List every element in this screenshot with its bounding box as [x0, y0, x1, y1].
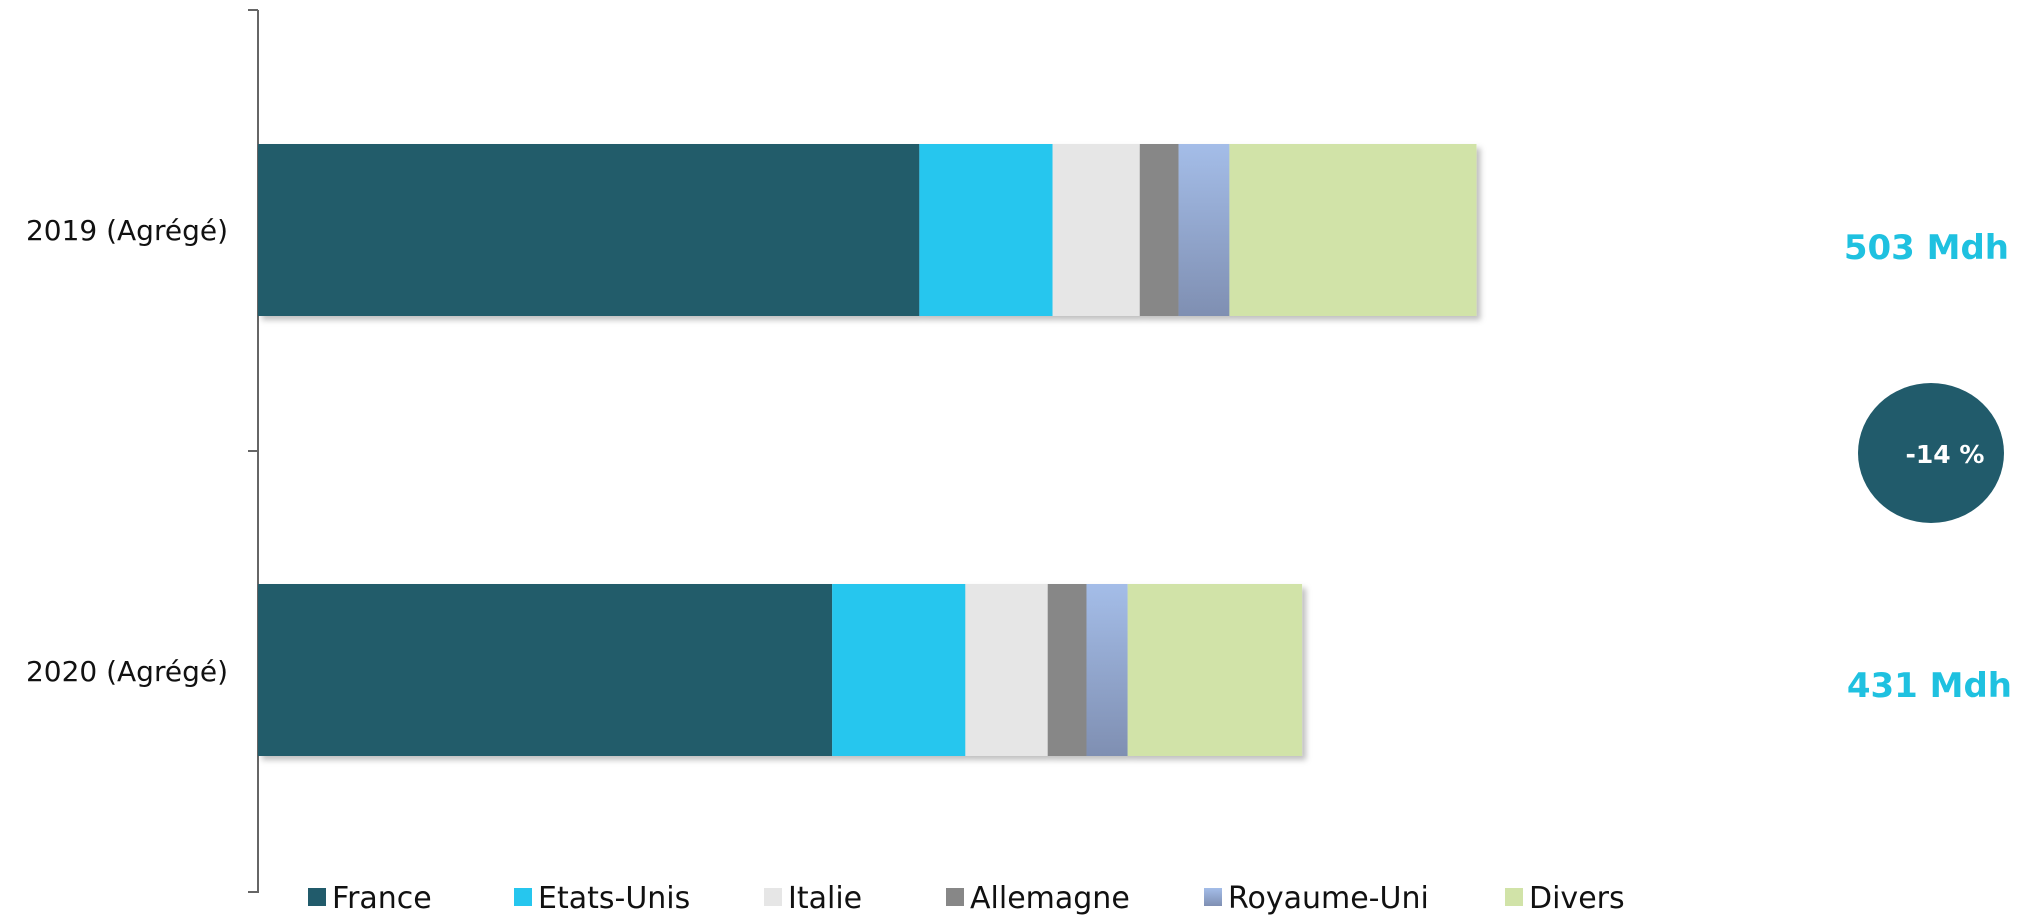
bar-group-2020	[258, 584, 1303, 756]
legend-item-allemagne: Allemagne	[946, 881, 1130, 916]
legend-swatch-divers	[1505, 888, 1523, 906]
bar-segment-allemagne-2020	[1047, 584, 1087, 756]
bar-segment-etats-unis-2020	[832, 584, 966, 756]
bar-segment-france-2020	[258, 584, 833, 756]
bar-segment-divers-2019	[1229, 144, 1477, 316]
legend-swatch-italie	[764, 888, 782, 906]
legend-label-etats-unis: Etats-Unis	[538, 881, 690, 916]
bar-segment-italie-2020	[965, 584, 1048, 756]
legend-item-france: France	[308, 881, 432, 916]
total-label-2020: 431 Mdh	[1847, 666, 2012, 706]
total-label-2019: 503 Mdh	[1844, 228, 2009, 268]
category-label-2019: 2019 (Agrégé)	[26, 214, 228, 247]
legend-swatch-royaume-uni	[1204, 888, 1222, 906]
bar-segment-france-2019	[258, 144, 920, 316]
legend-item-etats-unis: Etats-Unis	[514, 881, 690, 916]
legend-item-italie: Italie	[764, 881, 862, 916]
change-badge-text: -14 %	[1906, 440, 1985, 469]
legend-label-italie: Italie	[788, 881, 862, 916]
bar-segment-divers-2020	[1127, 584, 1303, 756]
legend-item-royaume-uni: Royaume-Uni	[1204, 881, 1429, 916]
legend-label-france: France	[332, 881, 432, 916]
legend-item-divers: Divers	[1505, 881, 1625, 916]
legend-swatch-france	[308, 888, 326, 906]
legend: France Etats-Unis Italie Allemagne Royaume-U…	[308, 881, 1625, 916]
change-badge: -14 %	[1858, 383, 2004, 523]
legend-swatch-etats-unis	[514, 888, 532, 906]
change-badge-circle	[1858, 383, 2004, 523]
bar-segment-allemagne-2019	[1139, 144, 1179, 316]
bar-segment-italie-2019	[1052, 144, 1140, 316]
legend-swatch-allemagne	[946, 888, 964, 906]
legend-label-royaume-uni: Royaume-Uni	[1228, 881, 1429, 916]
bar-group-2019	[258, 144, 1477, 316]
legend-label-divers: Divers	[1529, 881, 1625, 916]
bar-segment-royaume-uni-2019	[1178, 144, 1230, 316]
legend-label-allemagne: Allemagne	[970, 881, 1130, 916]
bars	[258, 144, 1477, 756]
bar-segment-royaume-uni-2020	[1086, 584, 1128, 756]
y-axis	[248, 9, 259, 893]
bar-segment-etats-unis-2019	[919, 144, 1053, 316]
category-label-2020: 2020 (Agrégé)	[26, 655, 228, 688]
